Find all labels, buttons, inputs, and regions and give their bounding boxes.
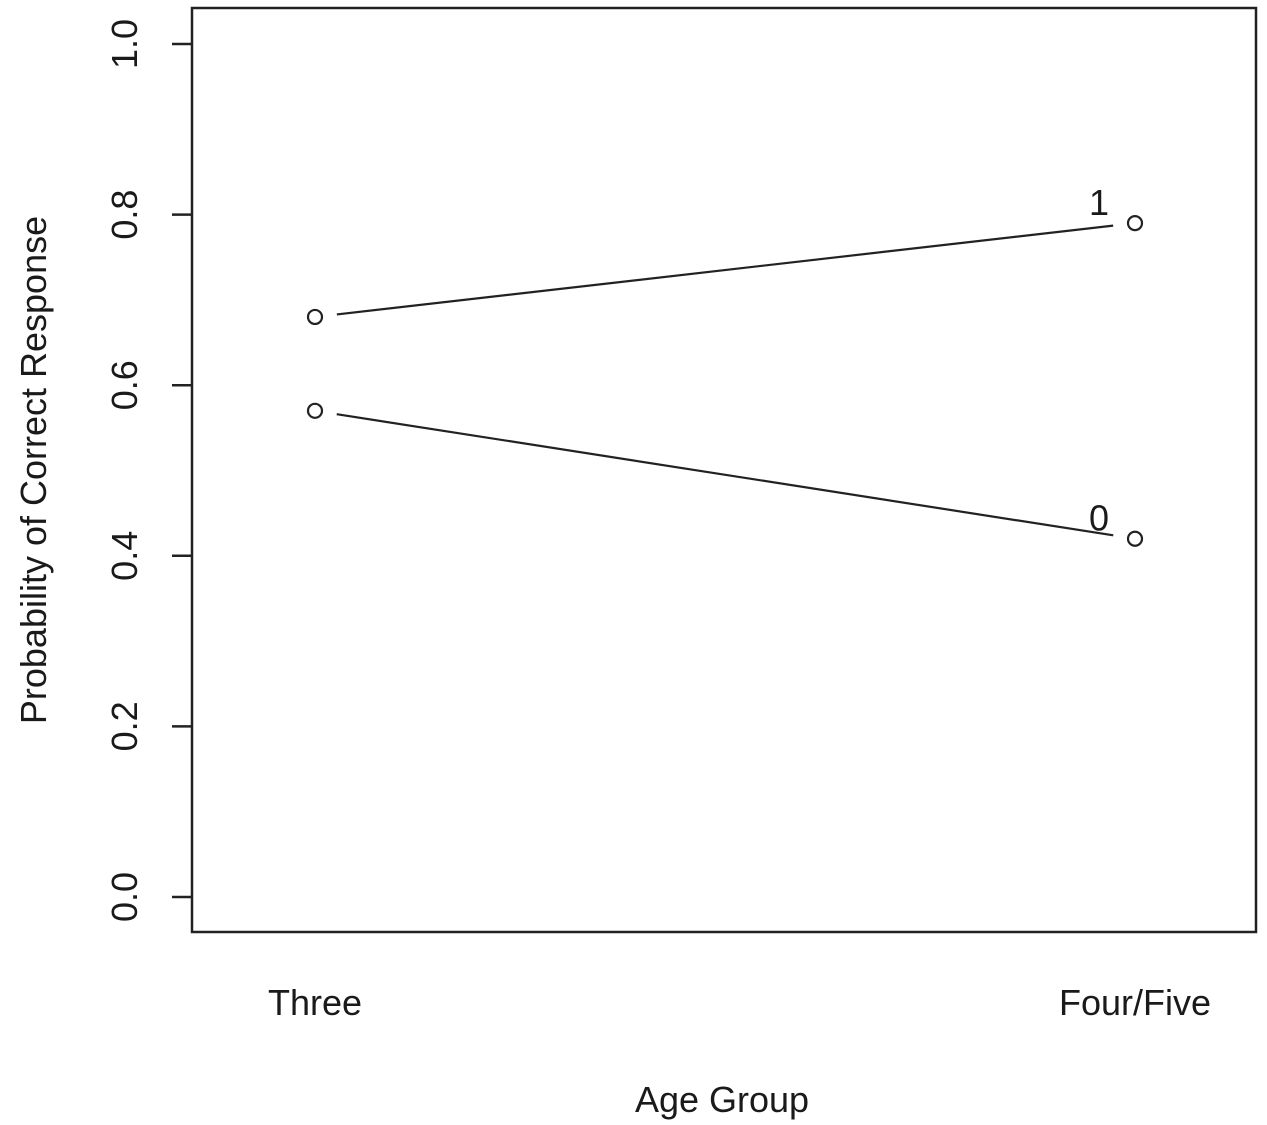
y-tick-label: 0.0	[104, 872, 145, 922]
series-label: 1	[1089, 182, 1109, 223]
series-line	[336, 224, 1114, 316]
y-tick-label: 0.2	[104, 701, 145, 751]
y-tick-label: 0.8	[104, 190, 145, 240]
x-axis-title: Age Group	[635, 1079, 809, 1120]
x-category-label: Four/Five	[1059, 982, 1211, 1023]
x-axis: Three Four/Five	[268, 982, 1211, 1023]
y-tick-label: 0.6	[104, 360, 145, 410]
data-point	[306, 402, 324, 419]
data-point	[1126, 215, 1144, 232]
series-label: 0	[1089, 498, 1109, 539]
data-point	[1126, 530, 1144, 547]
x-category-label: Three	[268, 982, 362, 1023]
series-layer: 10	[306, 182, 1144, 547]
data-point	[306, 308, 324, 326]
y-tick-label: 1.0	[104, 19, 145, 69]
y-axis-title: Probability of Correct Response	[13, 216, 54, 724]
plot-frame	[190, 6, 1258, 934]
y-tick-label: 0.4	[104, 531, 145, 581]
y-axis: 0.0 0.2 0.4 0.6 0.8 1.0	[104, 19, 192, 922]
series-line	[336, 413, 1114, 537]
